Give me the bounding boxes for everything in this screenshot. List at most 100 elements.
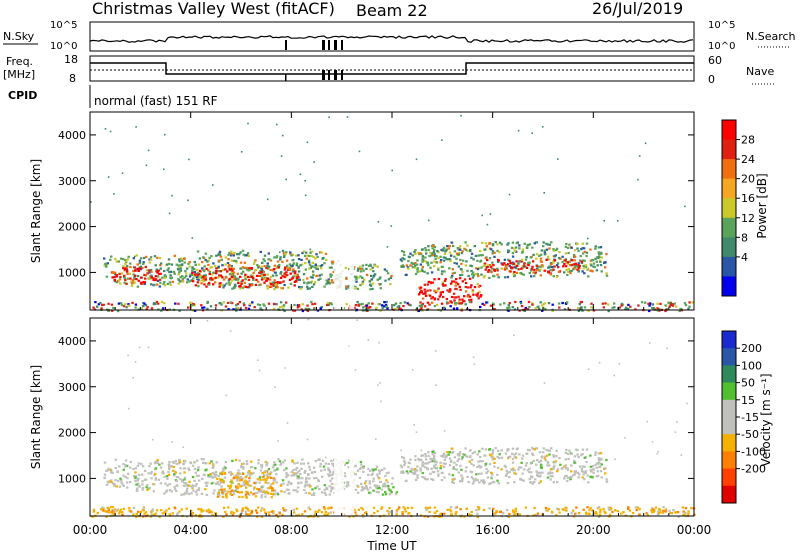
data-cell [239,275,242,278]
data-cell [249,466,253,469]
data-cell [402,471,405,474]
data-cell [459,288,462,291]
data-cell [104,509,107,513]
data-cell [460,114,462,117]
data-cell [646,420,649,423]
data-cell [183,460,187,463]
data-cell [414,252,417,256]
data-cell [246,286,249,289]
data-cell [250,509,254,513]
data-cell [222,479,225,483]
data-cell [120,481,123,484]
data-cell [113,513,116,516]
data-cell [137,510,140,513]
data-cell [428,461,431,464]
data-cell [279,484,283,487]
data-cell [99,508,103,511]
data-cell [533,448,536,451]
data-cell [573,461,577,464]
data-cell [237,483,240,486]
data-cell [541,309,544,312]
data-cell [92,508,96,511]
data-cell [369,486,372,489]
data-cell [458,453,461,456]
data-cell [122,305,126,308]
data-cell [540,260,543,263]
data-cell [124,459,128,462]
data-cell [513,481,516,484]
data-cell [285,178,287,181]
data-cell [241,466,245,469]
data-cell [401,470,405,473]
data-cell [267,482,270,485]
data-cell [217,491,220,494]
data-cell [512,272,515,275]
data-cell [272,482,275,485]
data-cell [377,485,380,488]
data-cell [347,286,350,289]
data-cell [175,462,178,465]
data-cell [571,509,575,512]
data-cell [444,462,447,465]
data-cell [150,274,153,277]
data-cell [150,477,153,480]
data-cell [479,460,482,463]
data-cell [134,306,137,309]
data-cell [272,269,275,272]
data-cell [244,276,247,279]
data-cell [488,257,492,260]
data-cell [626,307,630,310]
data-cell [119,275,122,279]
data-cell [506,243,509,246]
data-cell [461,273,464,276]
data-cell [296,486,300,489]
data-cell [399,464,403,467]
data-cell [267,302,271,305]
data-cell [476,259,479,262]
data-cell [459,248,462,251]
data-cell [261,276,264,279]
data-cell [568,243,571,246]
data-cell [156,461,159,464]
data-cell [118,510,122,513]
data-cell [326,513,329,516]
data-cell [368,480,371,483]
data-cell [220,488,223,491]
data-cell [365,304,369,307]
data-cell [251,301,254,304]
data-cell [466,295,469,298]
data-cell [92,306,95,309]
data-cell [207,281,211,285]
data-cell [613,306,616,309]
data-cell [513,274,516,277]
data-cell [212,271,215,274]
data-cell [546,476,550,479]
data-cell [161,462,164,465]
data-cell [257,462,260,465]
data-cell [486,265,489,269]
data-cell [308,465,311,468]
data-cell [441,281,445,284]
data-cell [552,454,555,457]
data-cell [447,453,450,456]
data-cell [367,467,370,470]
data-cell [300,286,303,289]
data-cell [511,447,515,450]
data-cell [664,510,667,513]
data-cell [132,468,135,471]
data-cell [565,474,568,477]
data-cell [218,274,221,277]
data-cell [163,475,166,478]
data-cell [459,274,462,277]
data-cell [275,281,279,285]
data-cell [269,275,273,278]
data-cell [367,473,370,476]
data-cell [564,458,567,461]
data-cell [353,508,356,512]
data-cell [420,305,423,308]
data-cell [181,275,184,278]
data-cell [597,246,600,249]
data-cell [437,515,441,518]
data-cell [509,261,512,264]
data-cell [556,481,559,484]
